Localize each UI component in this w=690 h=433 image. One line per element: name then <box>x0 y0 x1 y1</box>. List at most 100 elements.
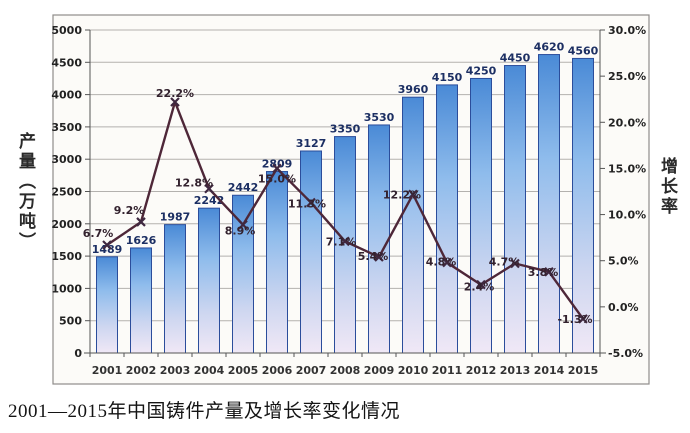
bar-2004 <box>198 207 220 354</box>
left-tick: 1000 <box>51 282 82 295</box>
marker-2010 <box>408 189 418 200</box>
year-label-2009: 2009 <box>364 364 395 377</box>
year-label-2015: 2015 <box>568 364 599 377</box>
bar-2003 <box>164 224 186 354</box>
bar-2014 <box>538 54 560 354</box>
marker-2015 <box>578 314 588 324</box>
bar-label-2007: 3127 <box>296 137 327 150</box>
marker-2006 <box>272 163 282 174</box>
growth-label-2008: 7.1% <box>326 235 357 248</box>
growth-label-2004: 12.8% <box>175 177 213 190</box>
x-axis-labels: 2001 2002 2003 2004 2005 2006 2007 2008 2009 2010… <box>92 364 599 377</box>
bar-value-labels: 1489162619872242244228093127335035303960… <box>92 41 599 256</box>
year-label-2007: 2007 <box>296 364 327 377</box>
growth-label-2014: 3.8% <box>528 266 559 279</box>
right-tick: -5.0% <box>608 347 643 360</box>
growth-label-2012: 2.4% <box>464 281 495 294</box>
left-tick: 1500 <box>51 250 82 263</box>
year-label-2010: 2010 <box>398 364 429 377</box>
left-tick: 4000 <box>51 89 82 102</box>
left-tick: 500 <box>59 315 82 328</box>
bar-2010 <box>402 96 424 354</box>
left-tick: 5000 <box>51 24 82 37</box>
growth-label-2003: 22.2% <box>156 87 194 100</box>
bars <box>96 54 594 354</box>
year-label-2012: 2012 <box>466 364 497 377</box>
marker-2013 <box>510 258 520 269</box>
right-tick: 5.0% <box>608 255 639 268</box>
bar-label-2001: 1489 <box>92 243 123 256</box>
line-markers <box>102 97 588 324</box>
bar-label-2010: 3960 <box>398 83 429 96</box>
left-tick: 3500 <box>51 121 82 134</box>
bar-2002 <box>130 247 152 354</box>
right-tick: 20.0% <box>608 116 646 129</box>
right-tick: 0.0% <box>608 301 639 314</box>
marker-2001 <box>102 240 112 250</box>
growth-label-2005: 8.9% <box>225 225 256 238</box>
right-axis-title: 增长率 <box>657 157 677 217</box>
bar-2009 <box>368 124 390 354</box>
left-tick: 3000 <box>51 153 82 166</box>
bar-2007 <box>300 150 322 354</box>
bar-2011 <box>436 84 458 354</box>
left-tick: 4500 <box>51 56 82 69</box>
growth-label-2009: 5.4% <box>358 250 389 263</box>
bar-label-2011: 4150 <box>432 71 463 84</box>
right-tick-labels: 30.0% 25.0% 20.0% 15.0% 10.0% 5.0% 0.0% -5.0% <box>608 24 646 360</box>
growth-label-2013: 4.7% <box>489 255 520 268</box>
bar-label-2002: 1626 <box>126 234 157 247</box>
marker-2008 <box>340 236 350 247</box>
bar-label-2014: 4620 <box>534 41 565 54</box>
figure-caption: 2001—2015年中国铸件产量及增长率变化情况 <box>8 401 401 422</box>
combo-chart: 1489162619872242244228093127335035303960… <box>51 14 650 385</box>
bar-label-2005: 2442 <box>228 181 259 194</box>
bar-label-2015: 4560 <box>568 44 599 57</box>
year-label-2003: 2003 <box>160 364 191 377</box>
year-label-2011: 2011 <box>432 364 463 377</box>
year-label-2005: 2005 <box>228 364 259 377</box>
bar-label-2003: 1987 <box>160 211 191 224</box>
marker-2002 <box>136 217 146 227</box>
growth-labels: 6.7%9.2% 22.2% 12.8% 8.9% 15.0% 11.3% 7.1%5.4%… <box>83 87 593 326</box>
year-label-2008: 2008 <box>330 364 361 377</box>
marker-2003 <box>170 97 180 107</box>
year-label-2013: 2013 <box>500 364 531 377</box>
year-label-2006: 2006 <box>262 364 293 377</box>
left-tick: 2000 <box>51 218 82 231</box>
right-tick: 25.0% <box>608 70 646 83</box>
marker-2012 <box>476 279 486 290</box>
left-axis-title: 产量（万吨） <box>15 132 35 252</box>
year-label-2014: 2014 <box>534 364 565 377</box>
bar-label-2009: 3530 <box>364 111 395 124</box>
bar-2001 <box>96 256 118 354</box>
growth-label-2006: 15.0% <box>258 172 296 185</box>
left-tick: 2500 <box>51 186 82 199</box>
marker-2004 <box>204 183 214 194</box>
marker-2011 <box>442 257 452 268</box>
marker-2014 <box>544 267 554 277</box>
marker-2009 <box>374 252 384 262</box>
bar-2012 <box>470 77 492 354</box>
bar-label-2008: 3350 <box>330 123 361 136</box>
growth-label-2001: 6.7% <box>83 227 114 240</box>
left-tick: 0 <box>74 347 82 360</box>
growth-label-2011: 4.8% <box>426 256 457 269</box>
marker-2007 <box>306 197 316 208</box>
right-tick: 10.0% <box>608 209 646 222</box>
bar-label-2013: 4450 <box>500 52 531 65</box>
bar-label-2012: 4250 <box>466 64 497 77</box>
year-label-2002: 2002 <box>126 364 157 377</box>
right-tick: 15.0% <box>608 162 646 175</box>
growth-label-2010: 12.2% <box>383 188 421 201</box>
marker-2005 <box>238 219 248 230</box>
axes <box>84 29 606 357</box>
right-tick: 30.0% <box>608 24 646 37</box>
bar-2013 <box>504 65 526 354</box>
growth-label-2002: 9.2% <box>114 204 145 217</box>
bar-2006 <box>266 171 288 354</box>
bar-2005 <box>232 194 254 354</box>
year-label-2004: 2004 <box>194 364 225 377</box>
